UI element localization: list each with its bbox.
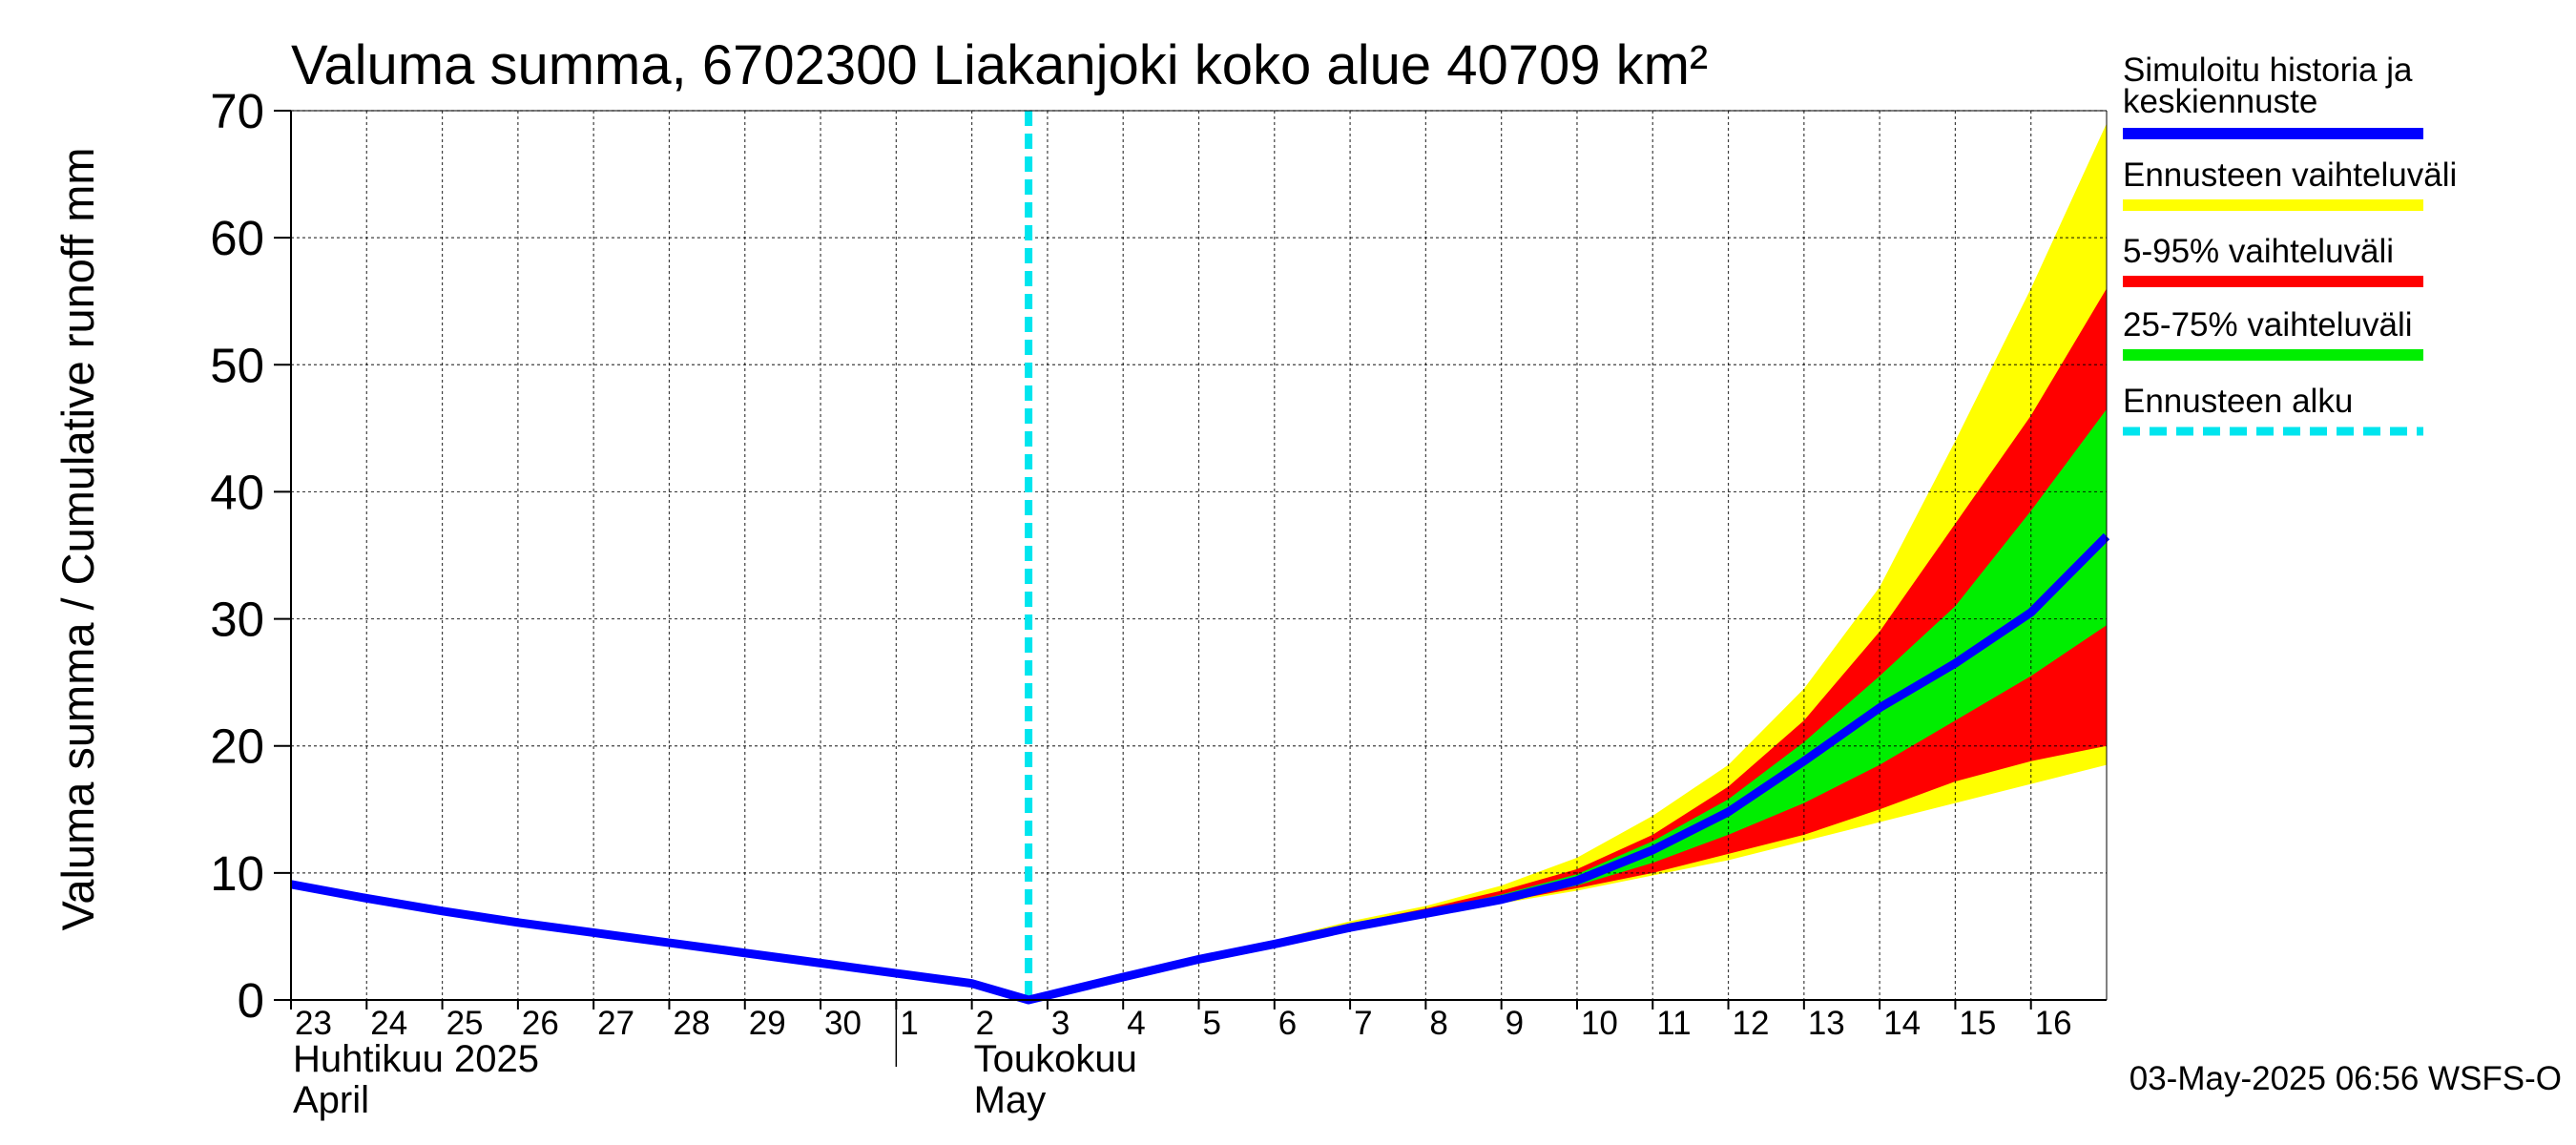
y-tick-label: 10: [210, 846, 264, 901]
y-tick-label: 60: [210, 211, 264, 265]
month-label: Toukokuu: [974, 1038, 1137, 1080]
series-line-1: [290, 532, 2110, 1005]
x-tick-label: 9: [1506, 1005, 1524, 1042]
x-tick-label: 30: [824, 1005, 862, 1042]
x-tick-label: 8: [1429, 1005, 1447, 1042]
grid: [291, 110, 2107, 1000]
month-label-en: May: [974, 1079, 1047, 1121]
x-tick-label: 27: [597, 1005, 634, 1042]
x-tick-label: 14: [1883, 1005, 1921, 1042]
legend-label: Ennusteen alku: [2123, 383, 2353, 420]
x-tick-label: 25: [447, 1005, 484, 1042]
x-tick-label: 28: [673, 1005, 710, 1042]
x-tick-label: 12: [1733, 1005, 1770, 1042]
x-tick-label: 24: [370, 1005, 407, 1042]
y-tick-labels: 0 10 20 30 40 50 60 70: [210, 84, 264, 1028]
x-tick-label: 26: [522, 1005, 559, 1042]
month-label: Huhtikuu 2025: [293, 1038, 539, 1080]
legend-label: Ennusteen vaihteluväli: [2123, 156, 2457, 194]
y-tick-label: 70: [210, 84, 264, 138]
x-tick-label: 16: [2035, 1005, 2072, 1042]
x-tick-label: 10: [1581, 1005, 1618, 1042]
legend-label: Simuloitu historia ja: [2123, 52, 2413, 89]
x-tick-label: 4: [1127, 1005, 1145, 1042]
y-tick-label: 40: [210, 465, 264, 519]
x-tick-label: 7: [1354, 1005, 1372, 1042]
y-tick-label: 50: [210, 338, 264, 392]
legend-label-cont: keskiennuste: [2123, 83, 2317, 120]
x-tick-label: 13: [1808, 1005, 1845, 1042]
legend-label: 5-95% vaihteluväli: [2123, 233, 2394, 270]
month-label-en: April: [293, 1079, 369, 1121]
x-tick-label: 1: [900, 1005, 918, 1042]
x-tick-labels: 23 24 25 26 27 28 29 30 1 2 3 4 5 6 7 8 9 10 11 12 13 14 15 16: [295, 1005, 2072, 1042]
timestamp: 03-May-2025 06:56 WSFS-O: [2129, 1060, 2562, 1097]
series: [290, 532, 2110, 1005]
x-tick-label: 23: [295, 1005, 332, 1042]
axes: [274, 110, 2108, 1067]
x-tick-label: 11: [1656, 1005, 1691, 1042]
x-tick-label: 5: [1203, 1005, 1221, 1042]
legend-label: 25-75% vaihteluväli: [2123, 306, 2413, 344]
y-tick-label: 0: [238, 973, 264, 1028]
x-tick-label: 15: [1959, 1005, 1996, 1042]
x-tick-label: 6: [1278, 1005, 1297, 1042]
y-tick-label: 30: [210, 593, 264, 647]
x-tick-label: 29: [749, 1005, 786, 1042]
y-axis-label: Valuma summa / Cumulative runoff mm: [52, 147, 103, 930]
y-tick-label: 20: [210, 719, 264, 774]
chart-title: Valuma summa, 6702300 Liakanjoki koko al…: [291, 34, 1708, 96]
x-tick-label: 3: [1051, 1005, 1070, 1042]
band-2: [1028, 288, 2107, 1000]
forecast-bands: [1028, 123, 2107, 1001]
x-tick-label: 2: [976, 1005, 994, 1042]
